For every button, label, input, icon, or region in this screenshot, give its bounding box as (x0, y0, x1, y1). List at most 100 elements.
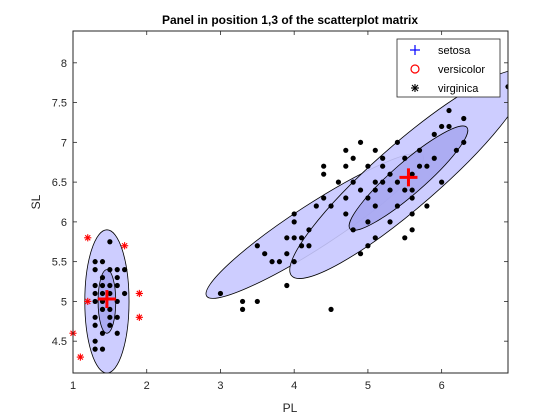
legend: setosa versicolor virginica (396, 38, 501, 98)
data-point (409, 211, 415, 217)
data-point (114, 298, 120, 305)
x-tick-label: 6 (439, 380, 445, 392)
data-point (357, 139, 364, 145)
y-tick-label: 5 (61, 296, 67, 308)
data-point (114, 282, 120, 289)
data-point (269, 259, 275, 265)
data-point (350, 179, 356, 185)
data-point (402, 235, 408, 241)
outlier-point (84, 234, 92, 242)
data-point (298, 243, 305, 249)
data-point (107, 267, 113, 273)
data-point (453, 147, 459, 153)
data-point (99, 306, 106, 312)
data-point (372, 179, 378, 185)
y-tick-label: 5.5 (52, 257, 67, 269)
data-point (387, 219, 393, 225)
y-axis-label: SL (29, 194, 43, 209)
data-point (291, 259, 297, 265)
centroid-marker (97, 290, 116, 309)
data-point (99, 346, 106, 352)
data-point (321, 163, 327, 169)
data-point (328, 203, 334, 209)
plot-frame (72, 30, 509, 374)
data-point (409, 171, 415, 177)
data-point (343, 147, 349, 153)
data-point (239, 298, 246, 305)
legend-marker-virginica (411, 84, 419, 92)
data-point (92, 338, 98, 344)
data-point (291, 219, 297, 225)
data-point (350, 155, 356, 161)
data-point (291, 235, 297, 241)
data-point (298, 235, 305, 241)
y-tick-label: 7 (61, 137, 67, 149)
data-point (313, 203, 319, 209)
data-point (217, 290, 224, 297)
data-point (114, 274, 120, 281)
data-point (92, 298, 98, 305)
data-point (276, 259, 283, 265)
data-point (365, 195, 371, 201)
x-axis-ticks: 1 2 3 4 5 6 (70, 31, 445, 392)
data-point (92, 282, 98, 289)
data-point (394, 179, 401, 185)
data-point (291, 211, 297, 217)
data-point (239, 306, 246, 312)
legend-marker-setosa (410, 45, 420, 55)
data-point (394, 203, 401, 209)
data-point (92, 346, 98, 352)
data-point (439, 179, 445, 185)
data-point (107, 282, 113, 289)
data-point (122, 290, 128, 297)
legend-label-versicolor: versicolor (438, 64, 485, 76)
data-point (107, 322, 113, 328)
data-point (306, 227, 312, 233)
data-point (107, 314, 113, 320)
chart-title: Panel in position 1,3 of the scatterplot… (162, 13, 418, 27)
data-point (372, 203, 378, 209)
data-point (306, 243, 312, 249)
data-point (284, 235, 290, 241)
y-tick-label: 6 (61, 217, 67, 229)
data-point (99, 282, 106, 289)
data-point (416, 163, 423, 169)
data-point (380, 179, 386, 185)
x-tick-label: 4 (291, 380, 297, 392)
data-point (99, 259, 106, 265)
outlier-point (135, 289, 143, 298)
data-point (431, 131, 437, 137)
data-point (424, 203, 430, 209)
outlier-point (121, 242, 129, 250)
data-point (402, 155, 408, 161)
data-point (372, 187, 378, 193)
data-point (254, 298, 260, 305)
data-point (424, 163, 430, 169)
data-point (122, 267, 128, 273)
data-point (402, 187, 408, 193)
data-point (357, 251, 364, 257)
data-point (372, 147, 378, 153)
data-point (380, 155, 386, 161)
data-point (357, 187, 364, 193)
data-point (107, 306, 113, 312)
x-tick-label: 5 (365, 380, 371, 392)
legend-marker-versicolor (410, 64, 420, 74)
x-tick-label: 2 (144, 380, 150, 392)
y-tick-label: 7.5 (52, 98, 67, 110)
data-point (114, 267, 120, 273)
y-tick-label: 6.5 (52, 177, 67, 189)
data-point (431, 155, 437, 161)
legend-label-setosa: setosa (438, 45, 471, 57)
data-point (92, 290, 98, 297)
outlier-point (84, 297, 92, 306)
data-point (439, 123, 445, 130)
data-point (387, 187, 393, 193)
data-point (114, 314, 120, 320)
data-point (99, 290, 106, 297)
data-point (380, 163, 386, 169)
data-point (365, 243, 371, 249)
centroid-marker (399, 168, 418, 187)
y-tick-label: 8 (61, 58, 67, 70)
